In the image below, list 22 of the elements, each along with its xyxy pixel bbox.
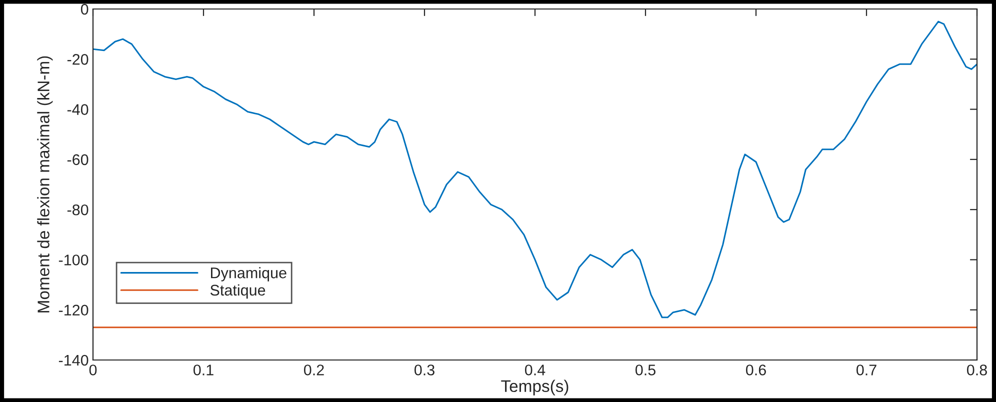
- y-tick-label: -100: [58, 254, 88, 266]
- x-tick-label: 0.5: [635, 364, 656, 376]
- x-tick-label: 0.6: [746, 364, 766, 376]
- x-tick-label: 0.4: [524, 364, 546, 376]
- x-tick-label: 0.8: [966, 364, 987, 376]
- y-tick-label: -80: [67, 204, 88, 216]
- x-tick-label: 0.3: [414, 364, 434, 376]
- x-tick-label: 0.7: [856, 364, 876, 376]
- y-axis-title: Moment de flexion maximal (kN-m): [37, 56, 53, 312]
- legend-label: Dynamique: [211, 267, 286, 282]
- x-tick-label: 0.1: [193, 364, 214, 376]
- legend-label: Statique: [210, 284, 266, 299]
- x-tick-label: 0: [89, 364, 97, 376]
- x-tick-label: 0.2: [304, 364, 324, 376]
- y-tick-label: -40: [67, 104, 88, 115]
- y-tick-label: -140: [58, 354, 88, 366]
- x-axis-title: Temps(s): [501, 380, 568, 396]
- y-tick-label: -120: [58, 304, 88, 316]
- y-tick-label: -20: [67, 54, 88, 65]
- y-tick-label: 0: [80, 4, 88, 15]
- line-series: [93, 20, 977, 318]
- y-tick-label: -60: [67, 154, 88, 166]
